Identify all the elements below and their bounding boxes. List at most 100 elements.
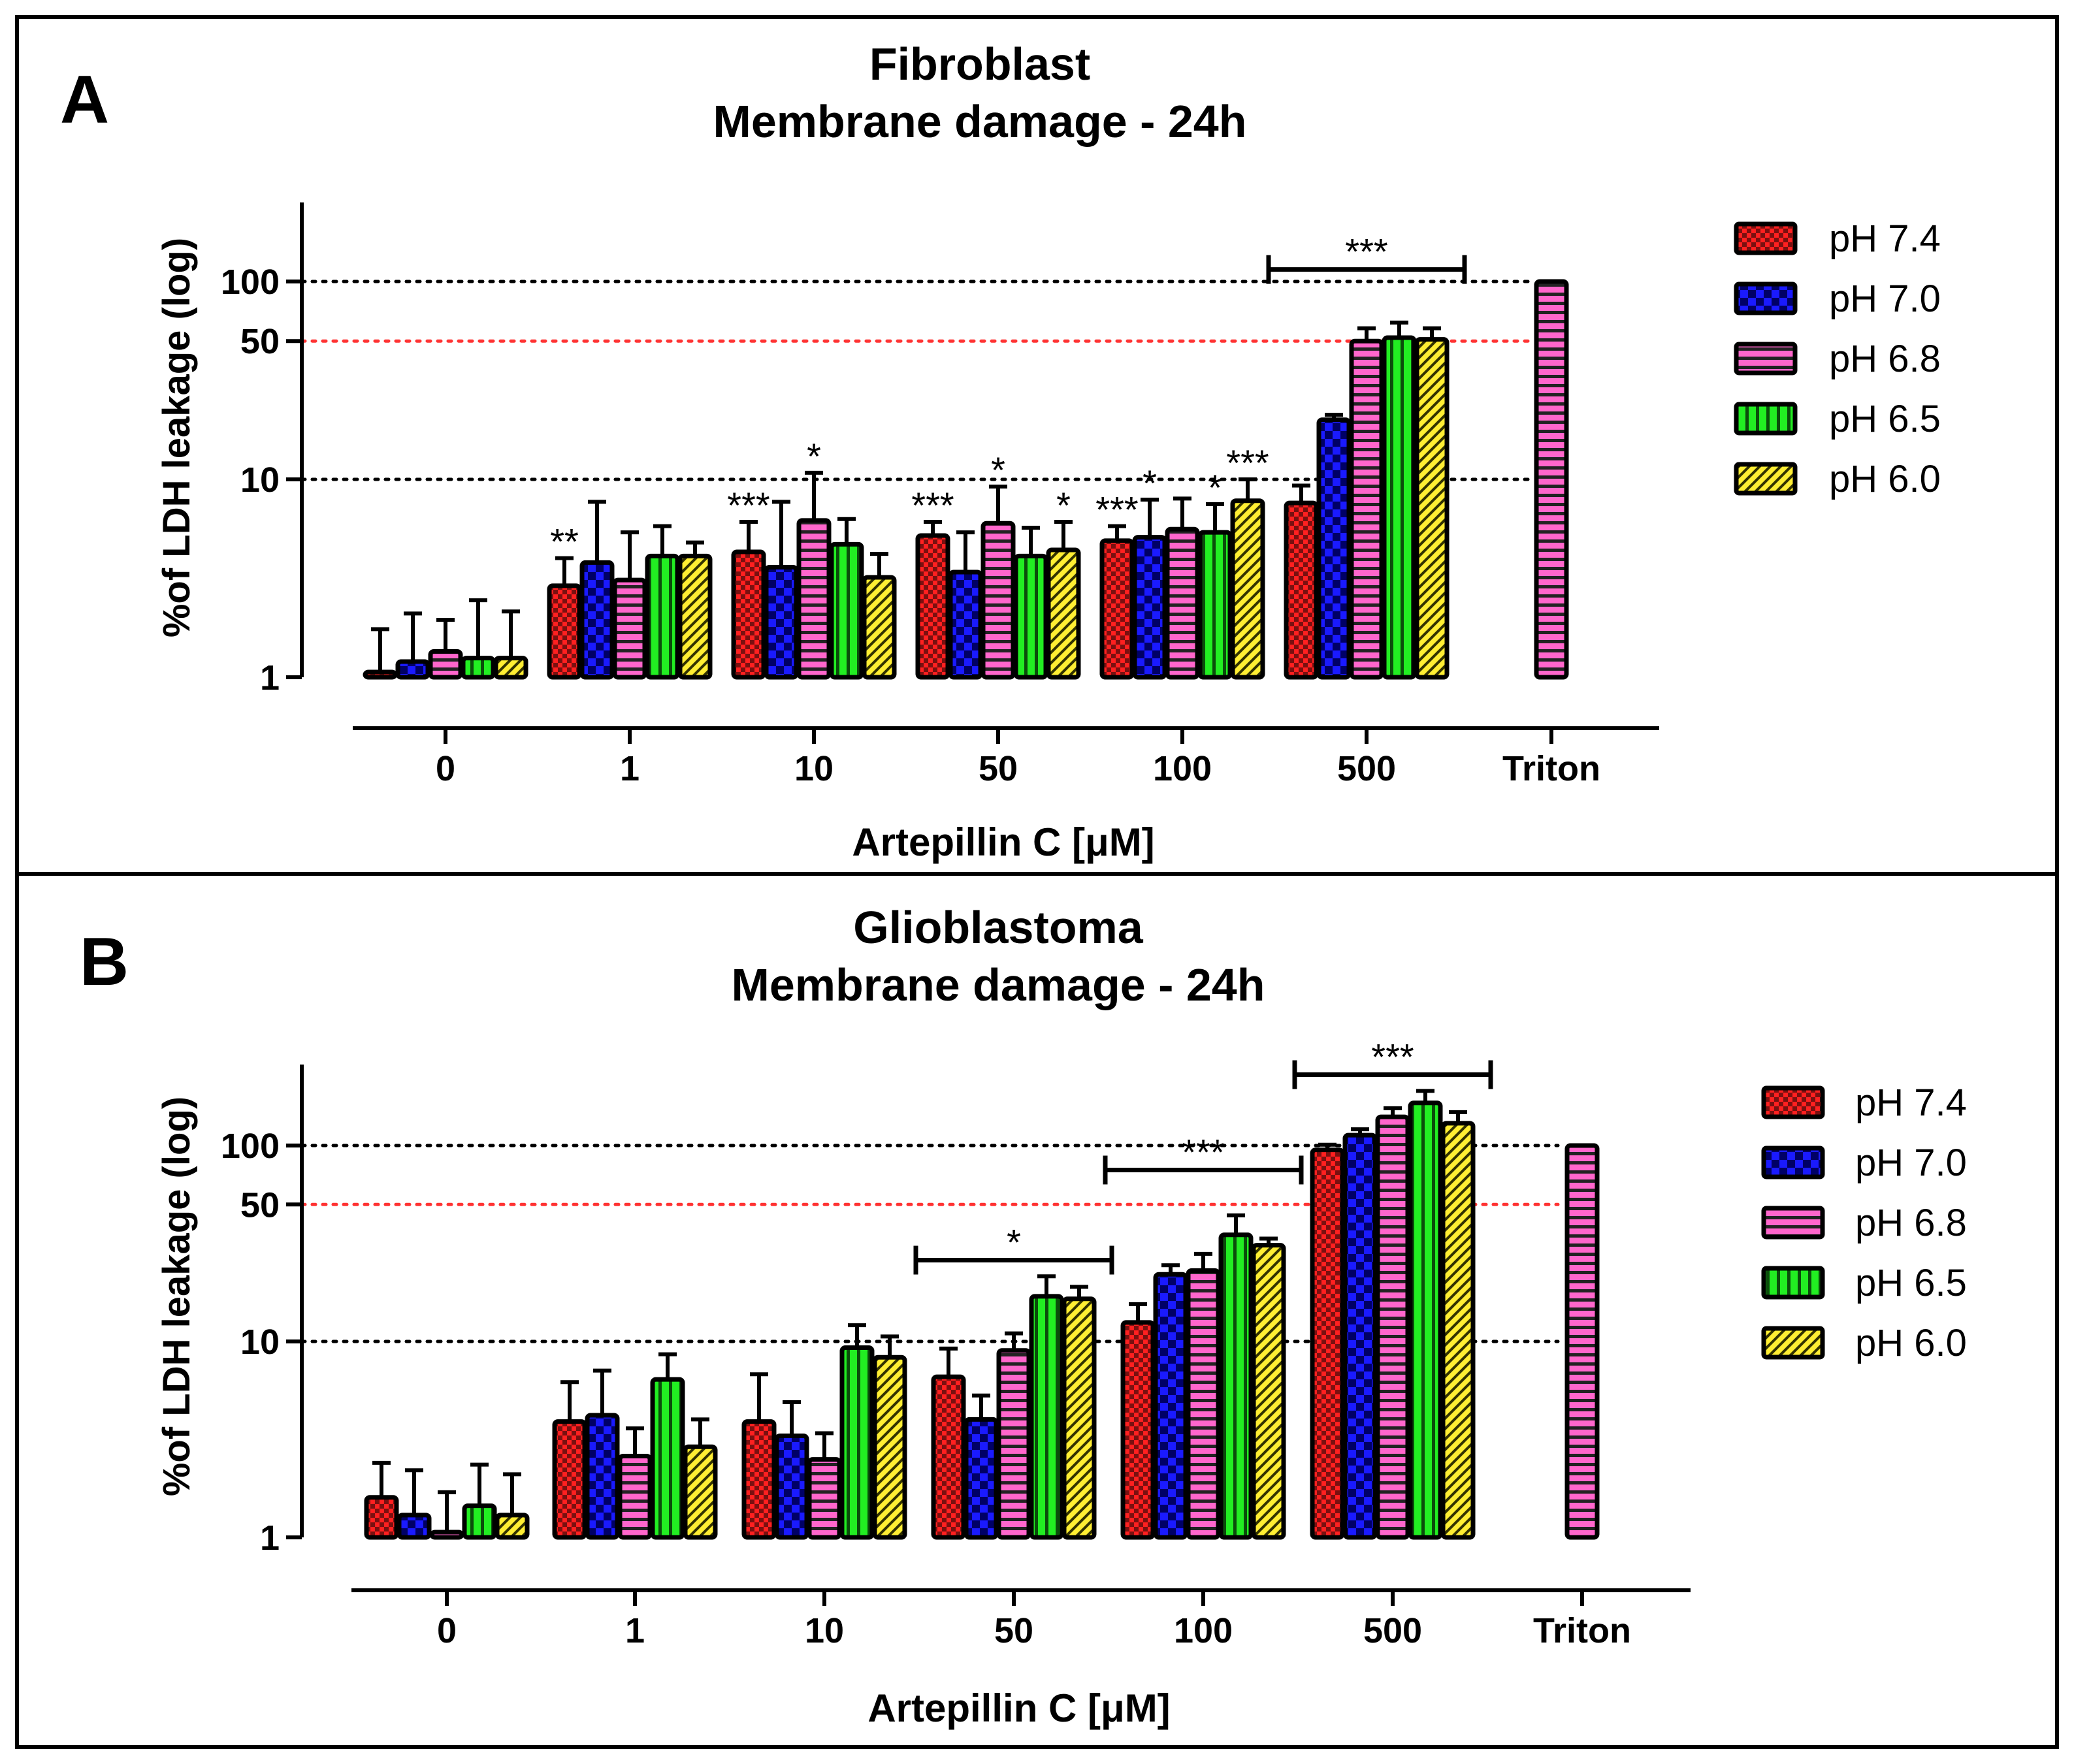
bar-ph-6-8-500: [1375, 1114, 1410, 1540]
bar-ph-7-0-1: [585, 1413, 620, 1540]
significance-star-100-ph-7-4: ***: [1095, 489, 1138, 530]
bar-ph-6-5-500: [1408, 1100, 1443, 1540]
bar-ph-7-4-50: [931, 1374, 966, 1540]
bar-ph-6-5-1: [645, 553, 680, 680]
legend-swatch-ph-7-4: [1734, 221, 1798, 255]
panel-b-letter: B: [80, 924, 129, 1000]
panel-b-y-axis-label: %of LDH leakage (log): [155, 1097, 198, 1496]
significance-star-50-ph-7-4: ***: [911, 485, 954, 526]
significance-star-50-ph-6-0: *: [1056, 485, 1071, 526]
bar-ph-6-5-100: [1218, 1232, 1254, 1540]
bar-ph-6-0-50: [1046, 547, 1081, 680]
panel-a-x-axis-label: Artepillin C [μM]: [852, 820, 1154, 864]
bar-ph-6-0-1: [677, 553, 713, 680]
bar-ph-6-8-1: [612, 577, 647, 680]
legend-label-ph-6-5: pH 6.5: [1855, 1262, 1967, 1304]
panel-b-title: Glioblastoma: [853, 902, 1143, 953]
bar-ph-7-4-0: [364, 1495, 399, 1540]
bar-ph-6-5-100: [1197, 530, 1233, 680]
panel-b-frame: [15, 872, 2059, 1749]
bar-ph-6-8-0: [428, 649, 463, 680]
bar-ph-6-8-100: [1165, 526, 1200, 680]
bar-ph-7-4-10: [731, 549, 766, 680]
bar-ph-7-0-50: [948, 569, 983, 680]
bar-ph-6-0-1: [683, 1444, 718, 1540]
legend-swatch-ph-7-4: [1761, 1085, 1825, 1119]
x-tick-label-0: 0: [436, 749, 455, 788]
x-tick-label-10: 10: [794, 749, 834, 788]
panel-a-title: Fibroblast: [869, 39, 1090, 89]
bar-ph-6-8-triton: [1534, 279, 1569, 680]
bar-ph-7-0-100: [1132, 535, 1167, 680]
significance-star-100-ph-7-0: *: [1142, 462, 1157, 504]
y-tick-label-1: 1: [260, 1518, 280, 1558]
significance-star-10-ph-7-4: ***: [727, 485, 770, 526]
bar-ph-6-5-0: [462, 1503, 497, 1540]
x-tick-label-1: 1: [620, 749, 640, 788]
legend-label-ph-7-4: pH 7.4: [1855, 1082, 1967, 1124]
y-tick-label-50: 50: [240, 322, 280, 361]
significance-star-100-ph-6-0: ***: [1226, 442, 1269, 483]
bar-ph-7-4-0: [363, 669, 398, 680]
bar-ph-7-0-500: [1342, 1132, 1378, 1540]
bar-ph-6-8-0: [429, 1530, 464, 1540]
x-tick-label-500: 500: [1337, 749, 1396, 788]
bar-ph-6-8-50: [996, 1348, 1031, 1540]
legend-swatch-ph-7-0: [1761, 1146, 1825, 1179]
bar-ph-6-0-0: [493, 656, 528, 680]
significance-star-100: ***: [1182, 1131, 1224, 1172]
bar-ph-7-4-1: [547, 583, 582, 680]
bar-ph-7-0-10: [774, 1433, 809, 1540]
legend-swatch-ph-7-0: [1734, 281, 1798, 315]
x-tick-label-0: 0: [437, 1611, 457, 1650]
legend-label-ph-6-0: pH 6.0: [1829, 458, 1941, 500]
significance-star-10-ph-6-8: *: [807, 436, 821, 477]
bar-ph-7-4-500: [1310, 1147, 1345, 1540]
bar-ph-7-4-10: [741, 1419, 777, 1540]
x-tick-label-1: 1: [625, 1611, 645, 1650]
legend-label-ph-6-8: pH 6.8: [1829, 338, 1941, 380]
bar-ph-7-0-500: [1316, 417, 1352, 680]
legend-swatch-ph-6-5: [1761, 1266, 1825, 1300]
bar-ph-7-4-50: [915, 533, 950, 680]
bar-ph-6-5-10: [829, 541, 864, 680]
panel-a-subtitle: Membrane damage - 24h: [713, 96, 1247, 147]
legend-label-ph-6-8: pH 6.8: [1855, 1202, 1967, 1244]
bar-ph-6-5-0: [461, 656, 496, 680]
bar-ph-6-8-10: [807, 1457, 842, 1540]
legend-swatch-ph-6-8: [1734, 342, 1798, 376]
bar-ph-6-8-triton: [1564, 1143, 1600, 1540]
significance-star-1-ph-7-4: **: [550, 521, 579, 562]
bar-ph-6-0-100: [1230, 498, 1265, 680]
legend-label-ph-7-4: pH 7.4: [1829, 217, 1941, 260]
y-tick-label-100: 100: [221, 1127, 280, 1166]
panel-a-y-axis-label: %of LDH leakage (log): [155, 238, 198, 637]
bar-ph-7-4-100: [1099, 538, 1135, 680]
x-tick-label-500: 500: [1363, 1611, 1422, 1650]
bar-ph-6-0-50: [1061, 1296, 1097, 1540]
bar-ph-6-5-500: [1382, 335, 1417, 680]
y-tick-label-1: 1: [260, 658, 280, 698]
bar-ph-6-8-50: [980, 521, 1016, 680]
x-tick-label-10: 10: [805, 1611, 844, 1650]
x-tick-label-100: 100: [1174, 1611, 1233, 1650]
panel-a-letter: A: [60, 62, 109, 138]
bar-ph-6-8-1: [617, 1454, 653, 1540]
bar-ph-7-0-0: [395, 659, 430, 680]
bar-ph-7-4-500: [1284, 500, 1319, 680]
y-tick-label-50: 50: [240, 1185, 280, 1225]
y-tick-label-10: 10: [240, 460, 280, 500]
legend-label-ph-7-0: pH 7.0: [1829, 278, 1941, 320]
significance-star-50: *: [1007, 1222, 1021, 1263]
significance-star-500: ***: [1371, 1036, 1414, 1077]
panel-b-subtitle: Membrane damage - 24h: [732, 959, 1265, 1010]
legend-label-ph-7-0: pH 7.0: [1855, 1142, 1967, 1184]
y-tick-label-10: 10: [240, 1323, 280, 1362]
bar-ph-7-4-1: [552, 1419, 587, 1540]
bar-ph-7-4-100: [1120, 1320, 1156, 1540]
legend-swatch-ph-6-5: [1734, 402, 1798, 436]
bar-ph-6-0-10: [872, 1355, 907, 1540]
legend-label-ph-6-0: pH 6.0: [1855, 1322, 1967, 1364]
bar-ph-6-0-500: [1440, 1121, 1476, 1540]
